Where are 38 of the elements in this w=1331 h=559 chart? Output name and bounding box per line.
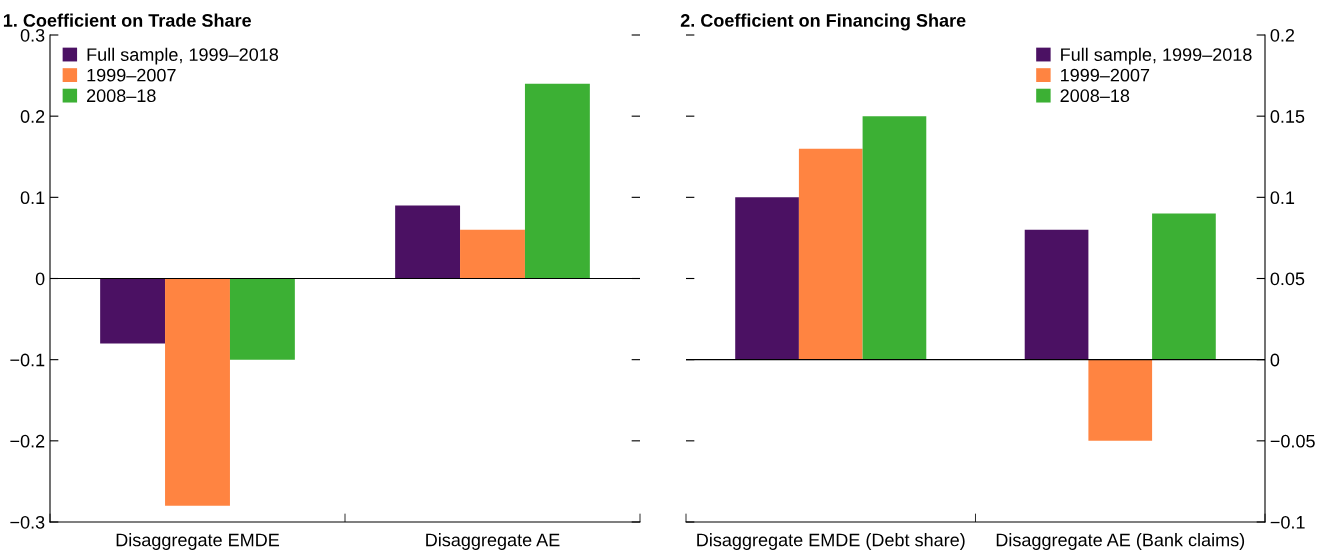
x-tick-label: Disaggregate EMDE bbox=[116, 533, 280, 550]
bar bbox=[862, 116, 927, 360]
y2-tick-label: 0.2 bbox=[1270, 28, 1295, 42]
bar bbox=[165, 278, 230, 506]
legend-label: Full sample, 1999–2018 bbox=[1061, 47, 1252, 65]
legend-label: 2008–18 bbox=[87, 89, 156, 103]
y-tick-label: 0.3 bbox=[20, 28, 45, 42]
legend-label: 1999–2007 bbox=[87, 68, 176, 82]
x-tick-label: Disaggregate AE bbox=[426, 533, 560, 550]
bar bbox=[1088, 359, 1153, 441]
x-tick-label: Disaggregate AE (Bank claims) bbox=[996, 533, 1245, 550]
bar bbox=[735, 197, 799, 360]
y2-tick-label: 0.05 bbox=[1270, 272, 1305, 286]
y2-tick-label: 0 bbox=[1270, 353, 1280, 367]
y-tick-label: −0.2 bbox=[10, 434, 45, 448]
y2-tick-label: −0.05 bbox=[1270, 434, 1315, 448]
y-tick-label: 0 bbox=[35, 272, 45, 286]
bar bbox=[1152, 213, 1216, 360]
y2-tick-label: 0.1 bbox=[1270, 191, 1295, 205]
y-tick-label: 0.2 bbox=[20, 110, 45, 123]
bar bbox=[100, 278, 166, 344]
legend-label: 2008–18 bbox=[1060, 89, 1130, 103]
bar bbox=[524, 83, 590, 279]
legend-label: Full sample, 1999–2018 bbox=[87, 47, 279, 65]
x-tick-label: Disaggregate EMDE (Debt share) bbox=[697, 533, 965, 550]
chart-title: 2. Coefficient on Financing Share bbox=[680, 13, 966, 31]
bar bbox=[798, 148, 863, 360]
y-tick-label: −0.3 bbox=[10, 515, 45, 529]
bar bbox=[460, 229, 525, 279]
y-tick-label: 0.1 bbox=[20, 191, 45, 205]
y2-tick-label: 0.15 bbox=[1270, 110, 1305, 123]
bar bbox=[395, 205, 461, 279]
bar bbox=[1024, 229, 1089, 360]
y2-tick-label: −0.1 bbox=[1270, 515, 1305, 529]
chart-title: 1. Coefficient on Trade Share bbox=[3, 13, 252, 27]
legend-label: 1999–2007 bbox=[1061, 68, 1150, 82]
y-tick-label: −0.1 bbox=[10, 353, 45, 367]
bar bbox=[229, 278, 295, 360]
